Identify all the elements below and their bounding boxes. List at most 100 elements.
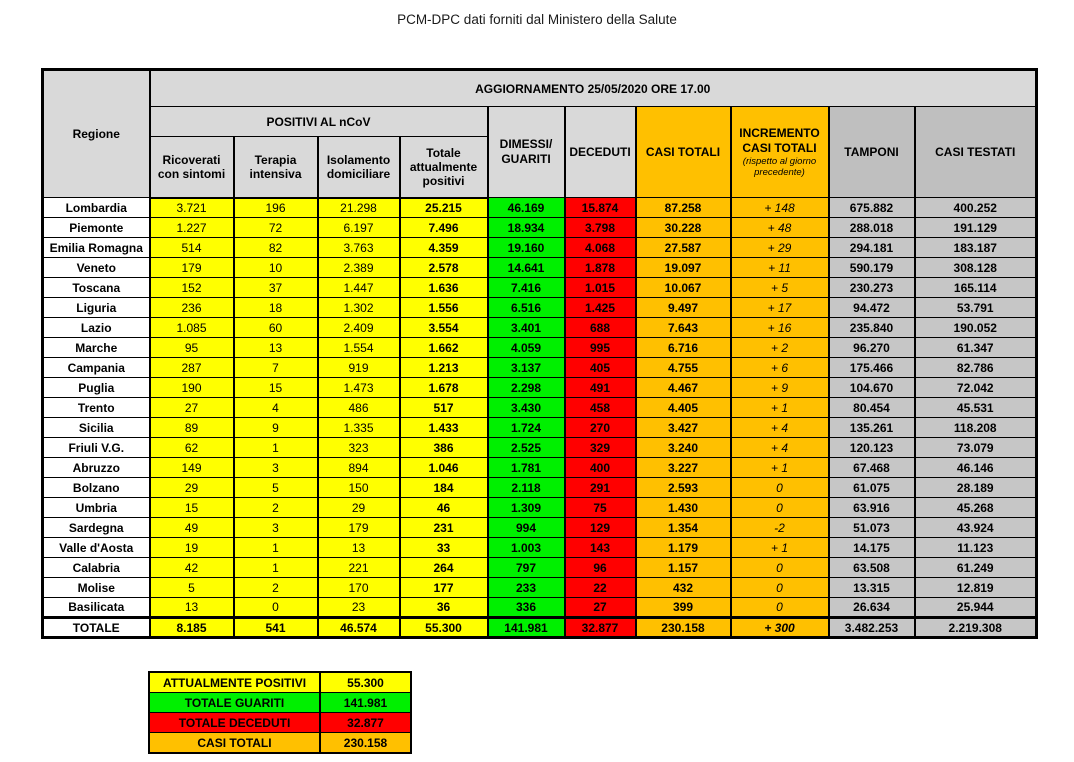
incremento-cell: + 1	[729, 457, 830, 478]
isolamento-cell: 1.335	[316, 417, 401, 438]
ricoverati-cell: 179	[148, 257, 235, 278]
region-name: Basilicata	[41, 597, 151, 618]
table-row: Puglia 190 15 1.473 1.678 2.298 491 4.467 + 9 104…	[41, 377, 1038, 398]
totale-positivi-cell: 231	[398, 517, 489, 538]
ricoverati-cell: 1.227	[148, 217, 235, 238]
incremento-header-title: INCREMENTO CASI TOTALI	[739, 125, 820, 155]
incremento-cell: + 1	[729, 537, 830, 558]
isolamento-cell: 486	[316, 397, 401, 418]
summary-value: 55.300	[319, 671, 412, 693]
tamponi-cell: 590.179	[827, 257, 916, 278]
table-row: Bolzano 29 5 150 184 2.118 291 2.593 0 61.075 28.1…	[41, 477, 1038, 498]
incremento-cell: 0	[729, 557, 830, 578]
summary-row: TOTALE GUARITI 141.981	[148, 692, 412, 713]
region-name: Friuli V.G.	[41, 437, 151, 458]
incremento-cell: + 4	[729, 437, 830, 458]
incremento-cell: + 148	[729, 197, 830, 218]
terapia-intensiva-cell: 2	[232, 577, 319, 598]
tamponi-cell: 26.634	[827, 597, 916, 618]
totale-positivi-cell: 46	[398, 497, 489, 518]
column-group-positivi: POSITIVI AL nCoV	[148, 106, 489, 137]
dimessi-guariti-cell: 3.137	[486, 357, 566, 378]
deceduti-cell: 1.878	[563, 257, 637, 278]
incremento-cell: + 29	[729, 237, 830, 258]
ricoverati-cell: 62	[148, 437, 235, 458]
dimessi-guariti-cell: 1.781	[486, 457, 566, 478]
summary-label: TOTALE DECEDUTI	[148, 712, 321, 733]
isolamento-cell: 21.298	[316, 197, 401, 218]
tamponi-cell: 67.468	[827, 457, 916, 478]
ricoverati-cell: 287	[148, 357, 235, 378]
tamponi-cell: 230.273	[827, 277, 916, 298]
totale-positivi-cell: 1.556	[398, 297, 489, 318]
table-row: Umbria 15 2 29 46 1.309 75 1.430 0 63.916 45.268	[41, 497, 1038, 518]
incremento-cell: + 9	[729, 377, 830, 398]
incremento-cell: + 11	[729, 257, 830, 278]
casi-testati-cell: 73.079	[913, 437, 1038, 458]
casi-testati-cell: 183.187	[913, 237, 1038, 258]
table-row: Toscana 152 37 1.447 1.636 7.416 1.015 10.067 + …	[41, 277, 1038, 298]
isolamento-cell: 1.302	[316, 297, 401, 318]
incremento-cell: + 4	[729, 417, 830, 438]
region-name: Trento	[41, 397, 151, 418]
casi-testati-cell: 45.531	[913, 397, 1038, 418]
terapia-intensiva-cell: 1	[232, 557, 319, 578]
ricoverati-cell: 49	[148, 517, 235, 538]
tamponi-cell: 51.073	[827, 517, 916, 538]
ricoverati-cell: 95	[148, 337, 235, 358]
casi-totali-cell: 230.158	[634, 616, 732, 638]
casi-totali-cell: 10.067	[634, 277, 732, 298]
deceduti-cell: 491	[563, 377, 637, 398]
totale-row: TOTALE 8.185 541 46.574 55.300 141.981 32.877 2…	[41, 616, 1038, 638]
casi-totali-cell: 27.587	[634, 237, 732, 258]
casi-testati-cell: 46.146	[913, 457, 1038, 478]
totale-positivi-cell: 517	[398, 397, 489, 418]
tamponi-cell: 94.472	[827, 297, 916, 318]
isolamento-cell: 1.554	[316, 337, 401, 358]
ricoverati-cell: 29	[148, 477, 235, 498]
deceduti-cell: 291	[563, 477, 637, 498]
casi-testati-cell: 45.268	[913, 497, 1038, 518]
column-header-incremento: INCREMENTO CASI TOTALI (rispetto al gior…	[729, 106, 830, 198]
terapia-intensiva-cell: 72	[232, 217, 319, 238]
terapia-intensiva-cell: 3	[232, 457, 319, 478]
terapia-intensiva-cell: 9	[232, 417, 319, 438]
isolamento-cell: 2.389	[316, 257, 401, 278]
summary-row: TOTALE DECEDUTI 32.877	[148, 712, 412, 733]
ricoverati-cell: 27	[148, 397, 235, 418]
summary-value: 230.158	[319, 732, 412, 754]
incremento-cell: -2	[729, 517, 830, 538]
incremento-cell: + 6	[729, 357, 830, 378]
summary-body: ATTUALMENTE POSITIVI 55.300 TOTALE GUARITI…	[148, 671, 412, 754]
casi-totali-cell: 1.179	[634, 537, 732, 558]
terapia-intensiva-cell: 3	[232, 517, 319, 538]
tamponi-cell: 175.466	[827, 357, 916, 378]
deceduti-cell: 1.015	[563, 277, 637, 298]
table-row: Sicilia 89 9 1.335 1.433 1.724 270 3.427 + 4 135.…	[41, 417, 1038, 438]
casi-totali-cell: 6.716	[634, 337, 732, 358]
casi-totali-cell: 432	[634, 577, 732, 598]
isolamento-cell: 179	[316, 517, 401, 538]
dimessi-guariti-cell: 3.401	[486, 317, 566, 338]
column-header-deceduti: DECEDUTI	[563, 106, 637, 198]
region-name: Puglia	[41, 377, 151, 398]
ricoverati-cell: 5	[148, 577, 235, 598]
table-row: Liguria 236 18 1.302 1.556 6.516 1.425 9.497 + 1…	[41, 297, 1038, 318]
casi-totali-cell: 19.097	[634, 257, 732, 278]
isolamento-cell: 1.473	[316, 377, 401, 398]
totale-positivi-cell: 33	[398, 537, 489, 558]
region-name: Campania	[41, 357, 151, 378]
deceduti-cell: 15.874	[563, 197, 637, 218]
totale-positivi-cell: 1.636	[398, 277, 489, 298]
isolamento-cell: 29	[316, 497, 401, 518]
incremento-cell: + 17	[729, 297, 830, 318]
incremento-cell: 0	[729, 477, 830, 498]
casi-testati-cell: 118.208	[913, 417, 1038, 438]
summary-label: ATTUALMENTE POSITIVI	[148, 671, 321, 693]
column-header-casi-testati: CASI TESTATI	[913, 106, 1038, 198]
dimessi-guariti-cell: 1.724	[486, 417, 566, 438]
column-header-totale-positivi: Totale attualmente positivi	[398, 136, 489, 199]
isolamento-cell: 3.763	[316, 237, 401, 258]
casi-testati-cell: 72.042	[913, 377, 1038, 398]
ricoverati-cell: 13	[148, 597, 235, 618]
